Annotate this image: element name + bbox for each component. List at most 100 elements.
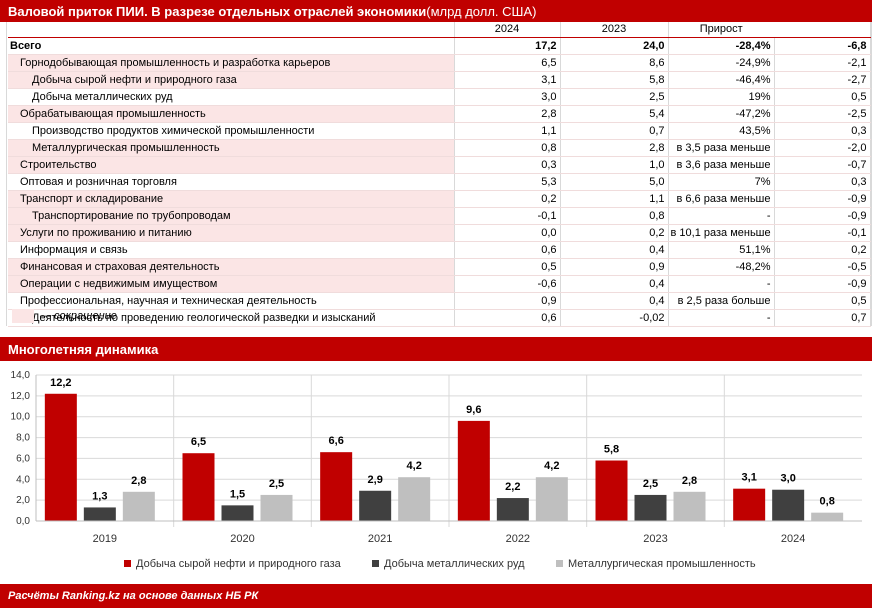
data-label: 2,5: [643, 478, 658, 490]
row-value-2023: 2,8: [560, 139, 669, 157]
row-value-2024: 0,8: [454, 139, 561, 157]
note-swatch: [12, 309, 34, 323]
row-growth-abs: -2,0: [774, 139, 871, 157]
data-label: 1,5: [230, 488, 245, 500]
row-name: Добыча металлических руд: [8, 88, 455, 106]
row-value-2024: 1,1: [454, 122, 561, 140]
row-growth-pct: 7%: [668, 173, 775, 191]
col-header-2024: 2024: [454, 22, 561, 38]
row-value-2023: 0,7: [560, 122, 669, 140]
legend-swatch: [124, 560, 131, 567]
y-tick-label: 10,0: [11, 412, 31, 423]
fdi-table: 2024 2023 Прирост Всего 17,2 24,0 -28,4% -6,…: [8, 22, 871, 327]
table-row: Информация и связь 0,6 0,4 51,1% 0,2: [8, 241, 871, 259]
row-growth-pct: -: [668, 207, 775, 225]
row-value-2024: 3,0: [454, 88, 561, 106]
row-value-2024: 6,5: [454, 54, 561, 72]
row-growth-abs: -0,9: [774, 275, 871, 293]
source-footer: Расчёты Ranking.kz на основе данных НБ Р…: [0, 584, 872, 608]
row-growth-abs: -0,9: [774, 190, 871, 208]
data-label: 4,2: [544, 460, 559, 472]
row-name: Обрабатывающая промышленность: [8, 105, 455, 123]
note-text: — сокращение: [40, 310, 117, 322]
row-name: Строительство: [8, 156, 455, 174]
table-row: Добыча металлических руд 3,0 2,5 19% 0,5: [8, 88, 871, 106]
row-value-2023: 1,0: [560, 156, 669, 174]
table-row: Транспорт и складирование 0,2 1,1 в 6,6 раз…: [8, 190, 871, 208]
table-row: Горнодобывающая промышленность и разрабо…: [8, 54, 871, 72]
x-tick-label: 2020: [230, 533, 254, 545]
row-value-2024: 5,3: [454, 173, 561, 191]
row-growth-abs: -2,5: [774, 105, 871, 123]
col-header-name: [8, 22, 455, 38]
legend-label: Добыча металлических руд: [384, 558, 525, 570]
data-label: 2,8: [131, 475, 146, 487]
row-name: Металлургическая промышленность: [8, 139, 455, 157]
legend-swatch: [372, 560, 379, 567]
row-growth-pct: 19%: [668, 88, 775, 106]
row-name: Производство продуктов химической промыш…: [8, 122, 455, 140]
row-growth-abs: -0,5: [774, 258, 871, 276]
data-label: 2,8: [682, 475, 697, 487]
row-value-2023: 0,4: [560, 292, 669, 310]
table-row: Финансовая и страховая деятельность 0,5 0,…: [8, 258, 871, 276]
row-value-2023: 5,0: [560, 173, 669, 191]
bar: [595, 460, 628, 521]
row-value-2023: 5,4: [560, 105, 669, 123]
row-growth-pct: 43,5%: [668, 122, 775, 140]
row-value-2023: 0,8: [560, 207, 669, 225]
bar: [83, 507, 116, 521]
row-growth-abs: -0,7: [774, 156, 871, 174]
table-title-main: Валовой приток ПИИ. В разрезе отдельных …: [8, 3, 427, 19]
row-growth-pct: -48,2%: [668, 258, 775, 276]
bar: [457, 420, 490, 521]
row-growth-pct: -: [668, 309, 775, 327]
table-title: Валовой приток ПИИ. В разрезе отдельных …: [0, 0, 872, 22]
x-tick-label: 2019: [93, 533, 117, 545]
row-growth-pct: в 10,1 раза меньше: [668, 224, 775, 242]
row-value-2024: 0,2: [454, 190, 561, 208]
bar: [221, 505, 254, 521]
row-name: Оптовая и розничная торговля: [8, 173, 455, 191]
row-name: Операции с недвижимым имуществом: [8, 275, 455, 293]
data-label: 2,2: [505, 481, 520, 493]
row-growth-pct: -28,4%: [668, 37, 775, 55]
row-value-2024: 0,3: [454, 156, 561, 174]
row-value-2024: 3,1: [454, 71, 561, 89]
col-header-growth: Прирост: [668, 22, 774, 38]
row-growth-abs: 0,3: [774, 122, 871, 140]
data-label: 3,0: [781, 473, 796, 485]
bar: [359, 490, 392, 521]
data-label: 3,1: [742, 472, 757, 484]
row-value-2023: 5,8: [560, 71, 669, 89]
data-label: 6,5: [191, 436, 206, 448]
table-row: Услуги по проживанию и питанию 0,0 0,2 в 10…: [8, 224, 871, 242]
x-tick-label: 2022: [506, 533, 530, 545]
bar: [535, 477, 568, 521]
row-value-2023: 0,9: [560, 258, 669, 276]
col-header-2023: 2023: [560, 22, 669, 38]
x-tick-label: 2024: [781, 533, 805, 545]
bar: [44, 393, 77, 521]
row-value-2023: 0,2: [560, 224, 669, 242]
bar: [811, 512, 844, 521]
row-growth-abs: -0,9: [774, 207, 871, 225]
bar: [733, 488, 766, 521]
table-row: Операции с недвижимым имуществом -0,6 0,4-…: [8, 275, 871, 293]
table-row: Строительство 0,3 1,0 в 3,6 раза меньше -0,7: [8, 156, 871, 174]
bar: [673, 491, 706, 521]
row-value-2024: 17,2: [454, 37, 561, 55]
row-name: Деятельность по проведению геологической…: [8, 309, 455, 327]
row-growth-abs: 0,3: [774, 173, 871, 191]
y-tick-label: 0,0: [16, 516, 30, 527]
row-name: Информация и связь: [8, 241, 455, 259]
row-name: Финансовая и страховая деятельность: [8, 258, 455, 276]
table-row: Оптовая и розничная торговля 5,3 5,0 7% 0,3: [8, 173, 871, 191]
row-value-2023: 8,6: [560, 54, 669, 72]
row-value-2024: -0,1: [454, 207, 561, 225]
row-value-2023: 0,4: [560, 275, 669, 293]
col-header-growth-abs: [774, 22, 871, 38]
x-tick-label: 2023: [643, 533, 667, 545]
data-label: 2,9: [368, 474, 383, 486]
bar: [634, 494, 667, 521]
